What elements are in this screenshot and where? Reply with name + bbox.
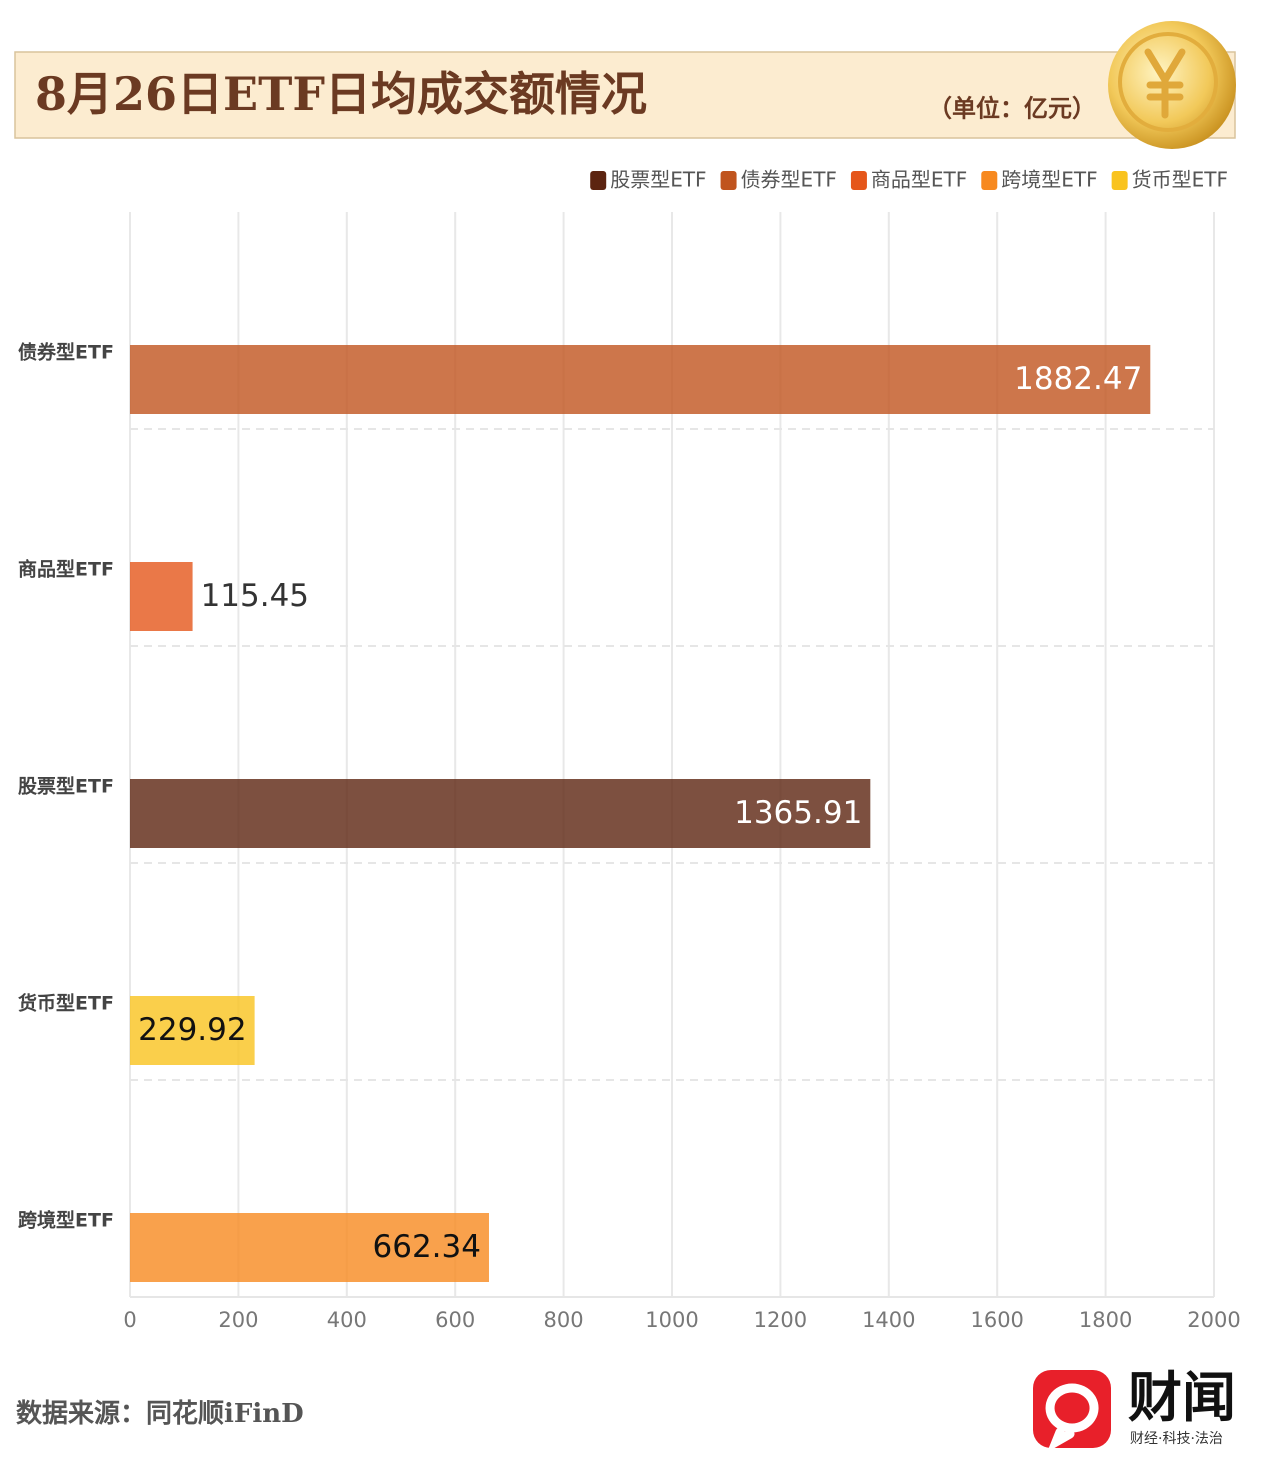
chart-title: 8月26日ETF日均成交额情况 bbox=[35, 67, 647, 121]
legend-swatch bbox=[850, 171, 867, 190]
legend-swatch bbox=[981, 171, 998, 190]
x-tick-label: 400 bbox=[327, 1308, 367, 1332]
value-label: 229.92 bbox=[138, 1012, 246, 1048]
legend-label: 货币型ETF bbox=[1132, 168, 1228, 192]
x-tick-label: 1800 bbox=[1079, 1308, 1132, 1332]
brand-tagline: 财经·科技·法治 bbox=[1130, 1431, 1223, 1447]
bar bbox=[130, 1213, 489, 1282]
unit-label: （单位：亿元） bbox=[928, 94, 1096, 123]
brand-logo bbox=[1033, 1370, 1111, 1448]
y-tick-label: 货币型ETF bbox=[18, 992, 114, 1015]
source-note: 数据来源：同花顺iFinD bbox=[16, 1399, 304, 1429]
coin-rim bbox=[1118, 32, 1218, 132]
bar bbox=[130, 562, 193, 631]
y-tick-label: 股票型ETF bbox=[18, 775, 114, 798]
y-tick-label: 商品型ETF bbox=[18, 558, 114, 581]
value-label: 1365.91 bbox=[734, 795, 862, 831]
x-tick-label: 800 bbox=[544, 1308, 584, 1332]
x-tick-label: 1600 bbox=[970, 1308, 1023, 1332]
value-label: 662.34 bbox=[373, 1229, 481, 1265]
y-tick-label: 债券型ETF bbox=[18, 341, 114, 364]
x-tick-label: 2000 bbox=[1187, 1308, 1240, 1332]
title-banner bbox=[14, 51, 1236, 139]
coin-symbol bbox=[1144, 48, 1186, 119]
value-label: 1882.47 bbox=[1014, 361, 1142, 397]
legend-label: 股票型ETF bbox=[610, 168, 706, 192]
bar bbox=[130, 996, 255, 1065]
legend-label: 跨境型ETF bbox=[1001, 168, 1097, 192]
plot-area: 0 200 400 600 800 1000 1200 1400 1600 1800 2000 债券型… bbox=[18, 168, 1241, 1333]
legend-swatch bbox=[1111, 171, 1128, 190]
x-tick-label: 600 bbox=[435, 1308, 475, 1332]
value-label: 115.45 bbox=[201, 578, 309, 614]
x-tick-label: 1000 bbox=[645, 1308, 698, 1332]
x-tick-label: 1400 bbox=[862, 1308, 915, 1332]
legend-swatch bbox=[720, 171, 737, 190]
legend-label: 债券型ETF bbox=[741, 168, 837, 192]
x-tick-label: 0 bbox=[123, 1308, 136, 1332]
y-tick-label: 跨境型ETF bbox=[18, 1209, 114, 1232]
legend-swatch bbox=[590, 171, 607, 190]
x-tick-label: 200 bbox=[218, 1308, 258, 1332]
brand-name: 财闻 bbox=[1128, 1365, 1236, 1429]
bar bbox=[130, 779, 871, 848]
bar bbox=[130, 345, 1151, 414]
brand-logo-icon bbox=[1045, 1383, 1099, 1453]
x-tick-label: 1200 bbox=[754, 1308, 807, 1332]
legend-label: 商品型ETF bbox=[871, 168, 967, 192]
